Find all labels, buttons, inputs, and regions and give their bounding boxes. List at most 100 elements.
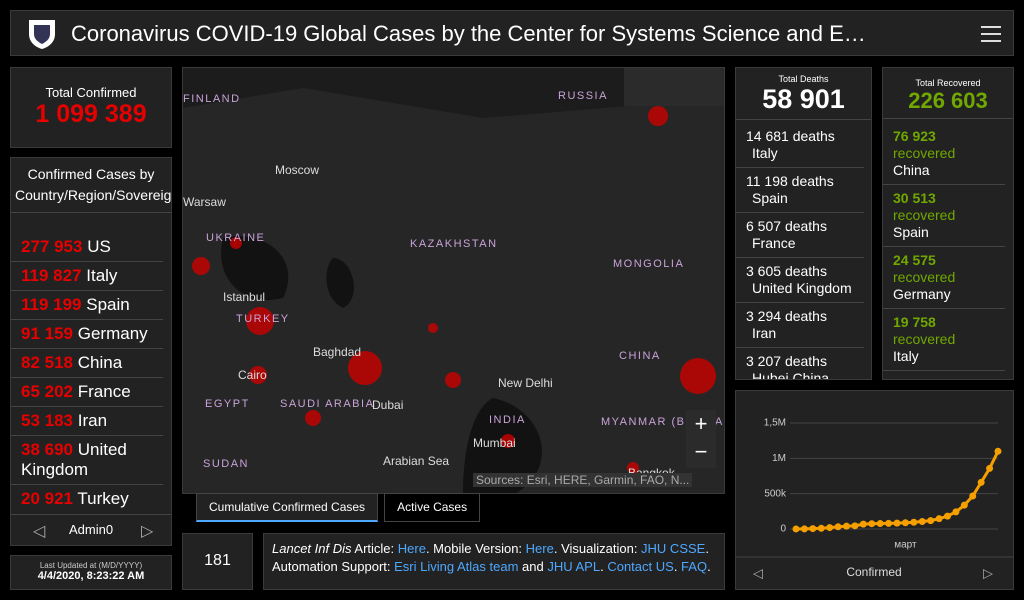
x-tick-label: март	[894, 540, 917, 551]
value: 4/4/2020, 8:23:22 AM	[37, 570, 145, 582]
total-confirmed: Total Confirmed 1 099 389	[10, 67, 172, 148]
tab[interactable]: Active Cases	[384, 493, 481, 522]
country-name: Germany	[77, 324, 148, 343]
next[interactable]: ▷	[141, 523, 154, 540]
country-name: Spain	[752, 190, 788, 206]
point	[826, 524, 834, 532]
map-label: CHINA	[619, 350, 661, 362]
point	[876, 520, 884, 528]
country-name: United Kingdom	[21, 440, 127, 479]
line	[795, 450, 1000, 531]
list-row: 3 605 deaths United Kingdom	[736, 258, 864, 303]
map-label: EGYPT	[205, 398, 250, 410]
unit: deaths	[784, 218, 827, 234]
country-name: Italy	[752, 145, 778, 161]
list-row: 20 921 Turkey	[11, 485, 163, 513]
case-count: 91 159	[21, 324, 73, 343]
country-name: China	[893, 162, 930, 178]
map: FINLAND RUSSIA Moscow Warsaw UKRAINE KAZAKHST…	[182, 67, 725, 494]
map-label: FINLAND	[183, 93, 241, 105]
article-text[interactable]: JHU CSSE	[641, 541, 706, 556]
list: 14 681 deaths Italy 11 198 deaths Spain 6 50…	[736, 123, 864, 379]
article-text: and	[518, 559, 548, 574]
value: 3 207	[746, 353, 782, 369]
map-label: Mumbai	[473, 436, 516, 450]
article: Lancet Inf Dis Article: Here. Mobile Ver…	[263, 533, 725, 590]
point	[817, 524, 825, 532]
y-tick-label: 500k	[764, 488, 787, 499]
point	[910, 518, 918, 526]
case-count: 119 199	[21, 295, 82, 314]
point	[952, 508, 960, 516]
country-name: Spain	[86, 295, 130, 314]
country-name: United Kingdom	[752, 280, 852, 296]
value: 226 603	[883, 88, 1013, 119]
map-label: Arabian Sea	[383, 454, 449, 468]
list-row: 11 198 deaths Spain	[736, 168, 864, 213]
unit: deaths	[792, 128, 835, 144]
y-tick-label: 0	[780, 524, 786, 535]
article-text[interactable]: Esri Living Atlas team	[394, 559, 519, 574]
label: Total Deaths	[778, 74, 829, 84]
list-row: 3 294 deaths Iran	[736, 303, 864, 348]
article-text[interactable]: FAQ	[681, 559, 708, 574]
case-count: 119 827	[21, 266, 82, 285]
unit: deaths	[784, 353, 827, 369]
list-row: 76 923 recovered China	[883, 123, 1005, 185]
point	[809, 525, 817, 533]
prev[interactable]: ◁	[33, 523, 46, 540]
label: Total Confirmed	[45, 85, 137, 100]
country-name: Hubei China	[752, 370, 830, 379]
list-row: 14 681 deaths Italy	[736, 123, 864, 168]
map-label: UKRAINE	[206, 232, 265, 244]
article-text[interactable]: JHU APL	[547, 559, 601, 574]
map-label: Moscow	[275, 163, 319, 177]
list: 277 953 US 119 827 Italy 119 199 Spain 91 1…	[11, 233, 163, 513]
map-label: SUDAN	[203, 458, 249, 470]
point	[986, 464, 994, 472]
logo	[29, 20, 55, 49]
country-name: Italy	[893, 348, 919, 364]
y-tick-label: 1M	[772, 453, 786, 464]
article-text[interactable]: Here	[397, 541, 426, 556]
tab[interactable]: Cumulative Confirmed Cases	[196, 493, 379, 522]
country-name: Germany	[893, 286, 951, 302]
list-row: 119 827 Italy	[11, 262, 163, 291]
point	[885, 519, 893, 527]
map-label: MONGOLIA	[613, 258, 684, 270]
country-name: Iran	[752, 325, 777, 341]
country-name: France	[752, 235, 796, 251]
case-count: 65 202	[21, 382, 73, 401]
value: 3 294	[746, 308, 782, 324]
map-label: KAZAKHSTAN	[410, 238, 498, 250]
header: Coronavirus COVID-19 Global Cases by the…	[10, 10, 1014, 56]
article-text: . Automation Support:	[272, 541, 709, 574]
list-row: 19 758 recovered Italy	[883, 309, 1005, 371]
unit: recovered	[893, 331, 956, 347]
map-label: Baghdad	[313, 345, 361, 359]
map-tools[interactable]	[624, 68, 724, 106]
zoom[interactable]: + −	[686, 410, 716, 468]
article-text: . Mobile Version:	[425, 541, 526, 556]
list-row: 53 183 Iran	[11, 407, 163, 436]
label: Total Recovered	[915, 78, 981, 88]
menu-button[interactable]	[981, 25, 1001, 43]
point	[935, 515, 943, 523]
value: 76 923	[893, 128, 936, 144]
list-row: 119 199 Spain	[11, 291, 163, 320]
value: 58 901	[736, 84, 871, 120]
case-count: 53 183	[21, 411, 73, 430]
point	[994, 447, 1002, 455]
point	[792, 525, 800, 533]
article-text[interactable]: Here	[525, 541, 554, 556]
article-text[interactable]: Contact US	[607, 559, 674, 574]
y-tick-label: 1,5M	[764, 418, 786, 429]
unit: deaths	[784, 308, 827, 324]
value: 14 681	[746, 128, 789, 144]
article-text: Lancet Inf Dis	[272, 541, 352, 556]
point	[834, 523, 842, 531]
point	[868, 520, 876, 528]
map-label: Warsaw	[183, 195, 226, 209]
list-row: 38 690 United Kingdom	[11, 436, 163, 485]
